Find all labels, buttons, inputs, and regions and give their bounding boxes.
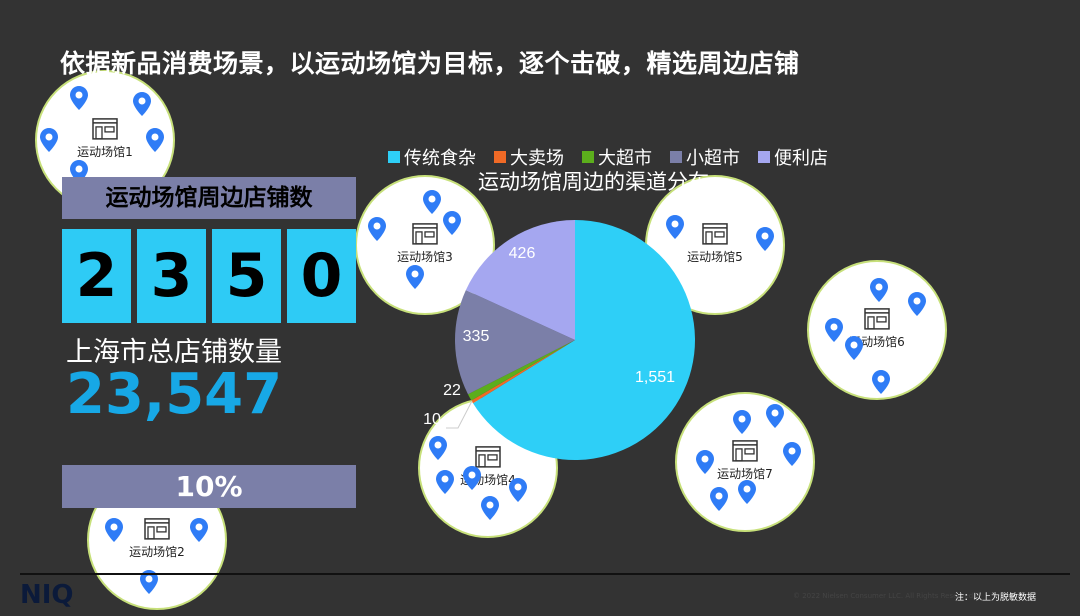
chart-legend: 传统食杂 大卖场 大超市 小超市 便利店 (388, 144, 828, 170)
pie-data-label: 22 (443, 382, 461, 399)
venue-circle: 运动场馆6 (807, 260, 947, 400)
chart-title: 运动场馆周边的渠道分布 (478, 170, 709, 194)
map-pin-icon (738, 480, 756, 504)
map-pin-icon (70, 86, 88, 110)
percentage-bar: 10% (62, 465, 356, 508)
map-pin-icon (140, 570, 158, 594)
pie-data-label: 1,551 (635, 369, 675, 386)
map-pin-icon (133, 92, 151, 116)
legend-item: 大超市 (582, 144, 652, 170)
map-pin-icon (783, 442, 801, 466)
map-pin-icon (429, 436, 447, 460)
digit-box: 5 (212, 229, 281, 323)
venue-circle: 运动场馆7 (675, 392, 815, 532)
map-pin-icon (436, 470, 454, 494)
storefront-icon (412, 223, 438, 249)
map-pin-icon (908, 292, 926, 316)
venue-label: 运动场馆7 (717, 466, 773, 481)
map-pin-icon (733, 410, 751, 434)
legend-swatch (582, 151, 594, 163)
venue-circle: 运动场馆4 (418, 398, 558, 538)
map-pin-icon (825, 318, 843, 342)
legend-swatch (670, 151, 682, 163)
legend-label: 小超市 (686, 148, 740, 169)
digit-box: 3 (137, 229, 206, 323)
venue-label: 运动场馆3 (397, 249, 453, 264)
map-pin-icon (666, 215, 684, 239)
map-pin-icon (756, 227, 774, 251)
pie-slice (455, 290, 575, 395)
map-pin-icon (406, 265, 424, 289)
map-pin-icon (190, 518, 208, 542)
city-store-label: 上海市总店铺数量 (66, 337, 282, 368)
storefront-icon (702, 223, 728, 249)
legend-swatch (758, 151, 770, 163)
map-pin-icon (443, 211, 461, 235)
legend-label: 大卖场 (510, 148, 564, 169)
map-pin-icon (766, 404, 784, 428)
venue-label: 运动场馆2 (129, 544, 185, 559)
map-pin-icon (481, 496, 499, 520)
map-pin-icon (710, 487, 728, 511)
legend-item: 传统食杂 (388, 144, 476, 170)
page-title: 依据新品消费场景，以运动场馆为目标，逐个击破，精选周边店铺 (60, 49, 800, 78)
venue-label: 运动场馆1 (77, 144, 133, 159)
legend-item: 小超市 (670, 144, 740, 170)
niq-logo: NIQ (20, 580, 74, 610)
map-pin-icon (696, 450, 714, 474)
venue-circle: 运动场馆5 (645, 175, 785, 315)
venue-circle: 运动场馆3 (355, 175, 495, 315)
venue-label: 运动场馆5 (687, 249, 743, 264)
pie-slice (467, 340, 575, 401)
venue-label: 运动场馆6 (849, 334, 905, 349)
map-pin-icon (872, 370, 890, 394)
pie-data-label: 426 (509, 245, 536, 262)
footnote: 注：以上为脱敏数据 (955, 593, 1037, 603)
map-pin-icon (105, 518, 123, 542)
legend-swatch (494, 151, 506, 163)
legend-label: 便利店 (774, 148, 828, 169)
legend-label: 传统食杂 (404, 148, 476, 169)
copyright: © 2022 Nielsen Consumer LLC. All Rights … (793, 592, 976, 600)
map-pin-icon (368, 217, 386, 241)
legend-swatch (388, 151, 400, 163)
map-pin-icon (870, 278, 888, 302)
storefront-icon (144, 518, 170, 544)
city-store-count: 23,547 (66, 362, 283, 427)
legend-label: 大超市 (598, 148, 652, 169)
legend-item: 大卖场 (494, 144, 564, 170)
map-pin-icon (463, 466, 481, 490)
digit-box: 2 (62, 229, 131, 323)
pie-data-label: 335 (463, 328, 490, 345)
storefront-icon (864, 308, 890, 334)
map-pin-icon (845, 336, 863, 360)
map-pin-icon (509, 478, 527, 502)
map-pin-icon (146, 128, 164, 152)
pie-slice (471, 340, 575, 404)
storefront-icon (732, 440, 758, 466)
storefront-icon (92, 118, 118, 144)
digit-box: 0 (287, 229, 356, 323)
map-pin-icon (40, 128, 58, 152)
footer-divider (20, 573, 1070, 575)
legend-item: 便利店 (758, 144, 828, 170)
map-pin-icon (423, 190, 441, 214)
store-count-title: 运动场馆周边店铺数 (62, 177, 356, 219)
